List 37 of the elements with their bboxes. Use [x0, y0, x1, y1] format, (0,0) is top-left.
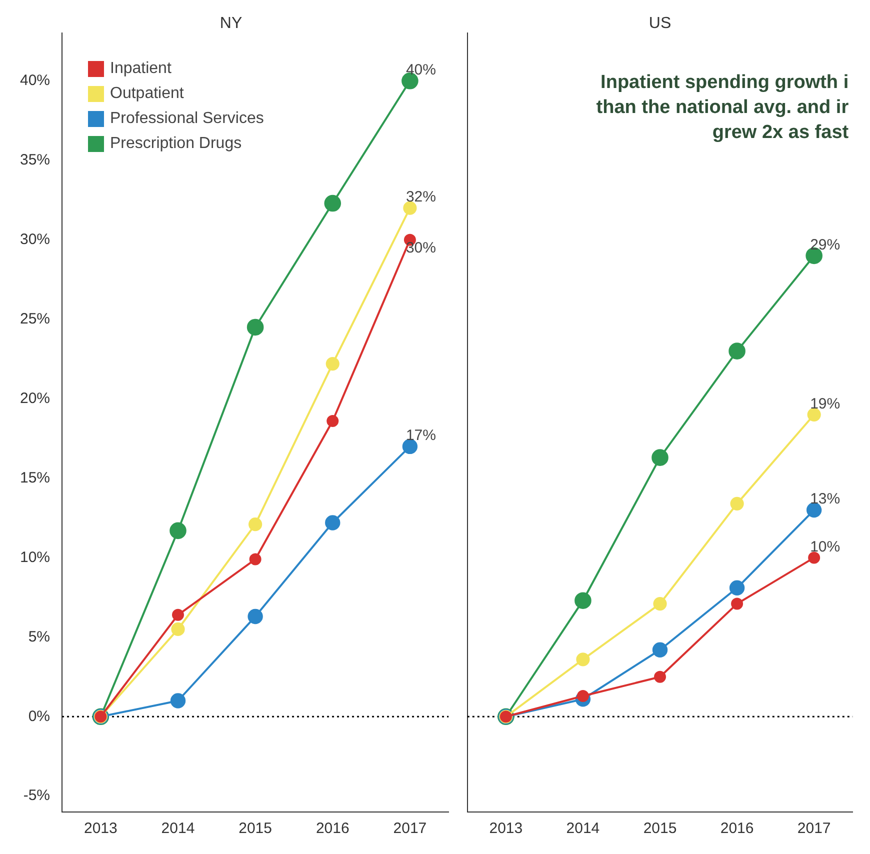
y-tick-label: 5%: [28, 628, 50, 646]
y-tick-label: 10%: [20, 548, 50, 566]
legend-label: Inpatient: [110, 60, 172, 78]
y-tick-label: 20%: [20, 390, 50, 407]
data-label: 17%: [406, 427, 436, 444]
data-label: 30%: [406, 239, 436, 256]
data-label: 13%: [810, 490, 840, 508]
y-tick-label: 15%: [20, 469, 50, 486]
annotation: Inpatient spending growth i: [600, 72, 849, 93]
x-tick-label: 2014: [161, 820, 195, 838]
x-tick-label: 2015: [643, 820, 677, 838]
data-label: 10%: [810, 538, 840, 556]
x-tick-label: 2013: [489, 820, 523, 838]
y-tick-label: -5%: [23, 787, 50, 804]
chart-title: US: [648, 15, 672, 32]
data-label: 19%: [810, 395, 840, 412]
data-label: 32%: [406, 188, 436, 206]
x-tick-label: 2013: [84, 820, 118, 838]
data-label: 29%: [810, 236, 840, 254]
x-tick-label: 2017: [797, 820, 831, 838]
x-tick-label: 2015: [238, 820, 272, 838]
y-tick-label: 25%: [20, 310, 50, 328]
data-label: 40%: [406, 62, 436, 79]
legend-label: Prescription Drugs: [110, 134, 242, 152]
annotation: than the national avg. and ir: [596, 96, 850, 118]
y-tick-label: 0%: [28, 708, 50, 725]
x-tick-label: 2017: [393, 820, 427, 838]
x-tick-label: 2014: [566, 820, 600, 838]
chart-title: NY: [220, 15, 242, 32]
x-tick-label: 2016: [720, 820, 754, 838]
legend-label: Professional Services: [110, 110, 264, 128]
legend-label: Outpatient: [110, 84, 184, 102]
y-tick-label: 30%: [20, 230, 50, 248]
x-tick-label: 2016: [316, 820, 350, 838]
annotation: grew 2x as fast: [712, 122, 850, 143]
y-tick-label: 40%: [20, 72, 50, 90]
y-tick-label: 35%: [20, 151, 50, 168]
